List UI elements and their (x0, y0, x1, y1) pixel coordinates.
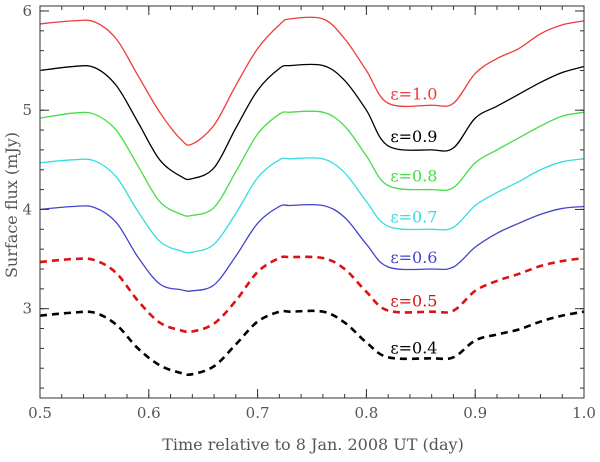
series-label-1: ε=0.9 (390, 127, 437, 146)
series-label-0: ε=1.0 (390, 84, 437, 103)
series-line-0 (39, 16, 585, 146)
series-line-1 (39, 63, 585, 181)
y-tick-label: 6 (22, 2, 32, 20)
series-line-6 (39, 309, 585, 377)
series-line-4 (39, 203, 585, 292)
series-line-3 (39, 157, 585, 254)
y-axis-title: Surface flux (mJy) (2, 132, 21, 278)
axis-layer: 0.5 0.6 0.7 0.8 0.9 1.0 3 4 5 6 (22, 2, 595, 422)
series-layer: ε=1.0 ε=0.9 ε=0.8 ε=0.7 ε=0.6 ε=0.5 ε=0.4 (39, 16, 585, 377)
series-label-6: ε=0.4 (390, 338, 437, 357)
x-tick-label: 0.5 (28, 404, 52, 422)
y-tick-label: 4 (22, 200, 32, 218)
series-label-3: ε=0.7 (390, 207, 437, 226)
x-tick-label: 0.9 (463, 404, 487, 422)
series-label-2: ε=0.8 (390, 167, 437, 186)
series-label-5: ε=0.5 (390, 292, 437, 311)
x-tick-label: 0.7 (246, 404, 270, 422)
y-tick-label: 3 (22, 300, 32, 318)
plot-frame (39, 5, 585, 399)
x-tick-label: 1.0 (572, 404, 596, 422)
x-axis-title: Time relative to 8 Jan. 2008 UT (day) (162, 435, 464, 454)
x-tick-label: 0.8 (354, 404, 378, 422)
x-tick-label: 0.6 (137, 404, 161, 422)
series-label-4: ε=0.6 (390, 248, 437, 267)
series-line-5 (39, 255, 585, 334)
series-line-2 (39, 110, 585, 217)
y-tick-label: 5 (22, 101, 32, 119)
